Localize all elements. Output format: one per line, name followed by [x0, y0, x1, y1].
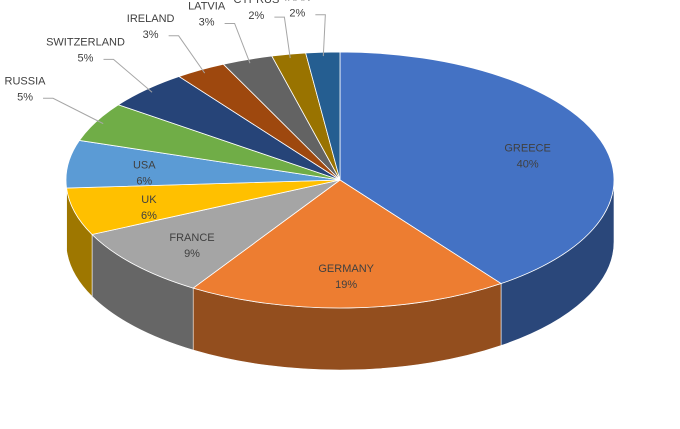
category-label: USA — [133, 159, 156, 171]
data-label: UK 6% — [141, 194, 157, 222]
category-label: UK — [141, 194, 157, 206]
category-label: GERMANY — [318, 263, 374, 275]
value-label: 6% — [141, 210, 157, 222]
slice-side — [65, 179, 67, 251]
category-label: GREECE — [504, 143, 550, 155]
leader-line — [168, 35, 206, 74]
data-label: IRELAND 3% — [127, 13, 175, 41]
value-label: 40% — [517, 159, 539, 171]
value-label: 3% — [199, 16, 215, 28]
leader-line — [103, 58, 153, 93]
category-label: IRAN — [284, 0, 310, 4]
value-label: 19% — [335, 279, 357, 291]
category-label: RUSSIA — [5, 75, 47, 87]
data-label: LATVIA 3% — [188, 0, 226, 28]
data-label: FRANCE 9% — [169, 232, 214, 260]
category-label: FRANCE — [169, 232, 214, 244]
value-label: 9% — [184, 248, 200, 260]
value-label: 2% — [248, 10, 264, 22]
slice — [192, 179, 502, 309]
data-label: USA 6% — [133, 159, 156, 187]
data-label: GERMANY 19% — [318, 263, 374, 291]
data-label: RUSSIA 5% — [5, 75, 47, 103]
category-label: CYPRUS — [233, 0, 279, 6]
category-label: SWITZERLAND — [46, 36, 125, 48]
value-label: 6% — [136, 175, 152, 187]
category-label: IRELAND — [127, 13, 175, 25]
leader-line — [315, 14, 326, 57]
data-label: GREECE 40% — [504, 143, 550, 171]
slice — [339, 51, 615, 284]
value-label: 2% — [289, 8, 305, 20]
data-label: IRAN 2% — [284, 0, 310, 20]
leader-line — [274, 16, 291, 59]
value-label: 3% — [143, 29, 159, 41]
leader-line — [43, 97, 104, 125]
category-label: LATVIA — [188, 0, 226, 12]
leader-line — [224, 22, 251, 64]
value-label: 5% — [17, 91, 33, 103]
data-label: SWITZERLAND 5% — [46, 36, 125, 64]
slice — [91, 179, 341, 289]
value-label: 5% — [78, 52, 94, 64]
data-label: CYPRUS 2% — [233, 0, 279, 22]
slice — [305, 51, 341, 181]
